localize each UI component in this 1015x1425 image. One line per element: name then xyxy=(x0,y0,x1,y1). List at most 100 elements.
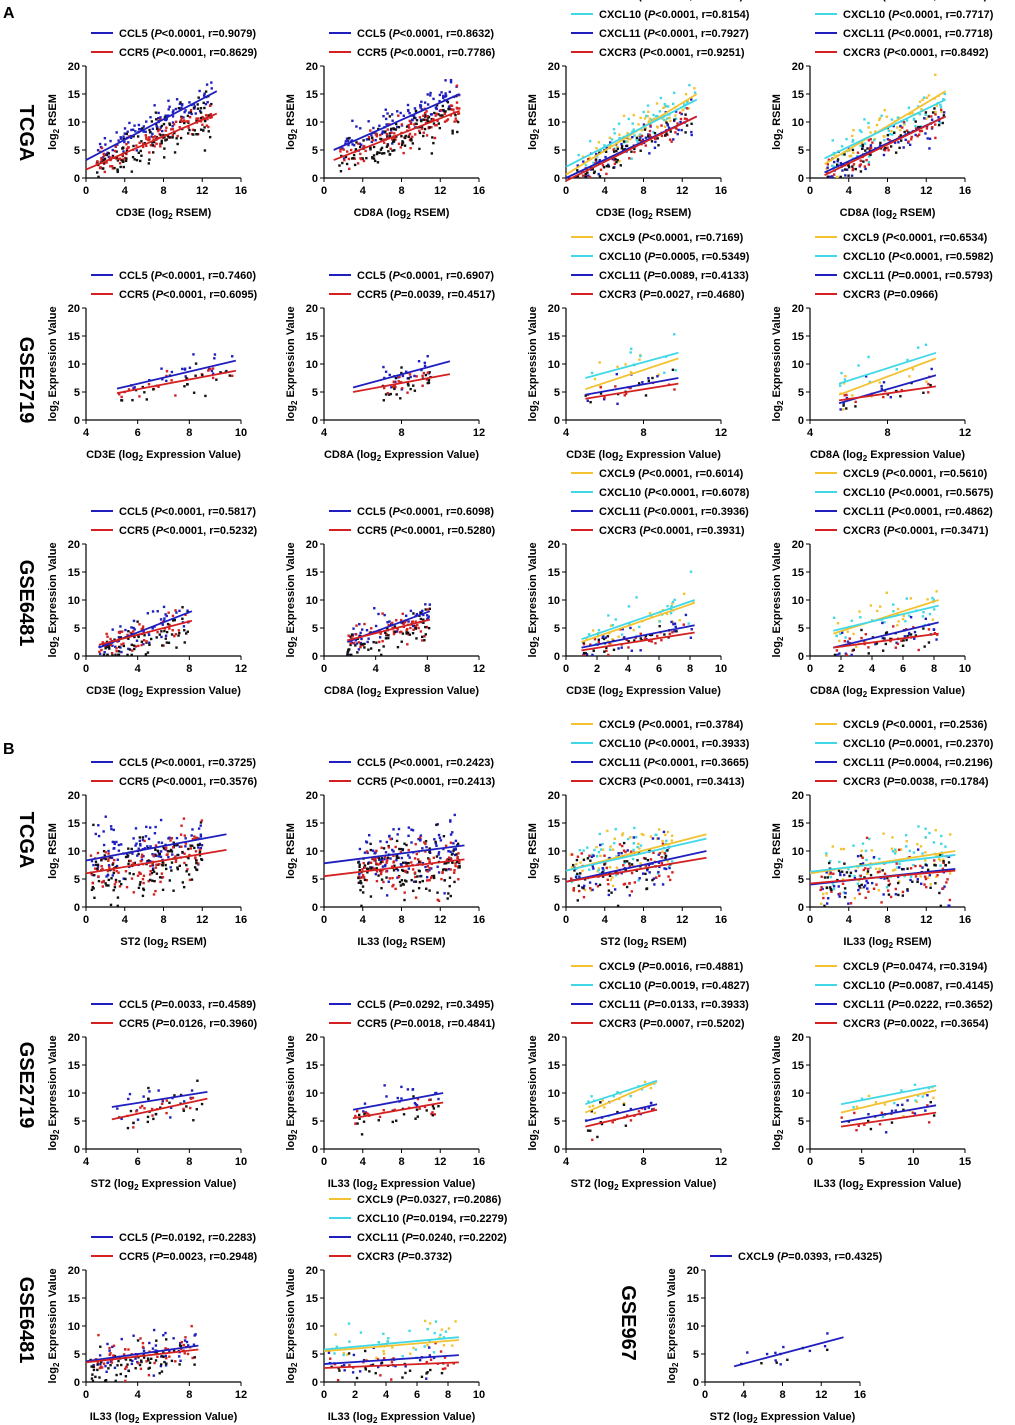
point-other xyxy=(844,168,847,171)
point-ccl5 xyxy=(97,824,100,827)
point-cxcl10 xyxy=(672,91,676,95)
point-cxcl9 xyxy=(765,1352,769,1356)
point-other xyxy=(368,145,372,149)
point-cxcl10 xyxy=(921,1095,924,1098)
point-other xyxy=(396,645,400,649)
point-ccl5 xyxy=(199,824,202,827)
point-ccr5 xyxy=(394,138,397,141)
point-ccl5 xyxy=(449,833,453,836)
point-cxcl9 xyxy=(382,1349,385,1353)
point-ccr5 xyxy=(380,846,383,849)
fit-line-cxcl9 xyxy=(323,1339,459,1353)
point-cxcl11 xyxy=(597,172,600,176)
point-ccl5 xyxy=(139,843,142,846)
point-ccr5 xyxy=(160,872,164,875)
point-cxcl11 xyxy=(351,1371,355,1374)
legend-entry-cxcl10: CXCL10 (P=0.0019, r=0.4827) xyxy=(599,980,750,992)
point-other xyxy=(136,1339,140,1342)
point-other xyxy=(93,896,96,899)
point-ccr5 xyxy=(153,135,157,138)
point-cxcr3 xyxy=(627,646,630,649)
point-cxcl9 xyxy=(877,118,881,122)
point-cxcr3 xyxy=(658,852,662,855)
point-cxcl9 xyxy=(929,883,932,886)
point-cxcl9 xyxy=(827,873,831,876)
point-other xyxy=(576,175,580,178)
point-other xyxy=(860,628,863,632)
x-tick-label: 0 xyxy=(807,663,813,675)
point-ccr5 xyxy=(351,635,354,638)
point-cxcl11 xyxy=(582,160,585,163)
point-ccl5 xyxy=(110,827,113,831)
point-cxcl11 xyxy=(935,638,938,641)
point-other xyxy=(183,641,186,644)
point-other xyxy=(148,128,151,132)
point-other xyxy=(633,147,636,151)
point-cxcl9 xyxy=(678,619,681,622)
point-cxcl9 xyxy=(440,1328,444,1331)
point-ccl5 xyxy=(414,1103,418,1106)
point-other xyxy=(835,163,839,166)
point-cxcl9 xyxy=(618,133,621,136)
point-cxcl9 xyxy=(649,835,653,838)
point-ccr5 xyxy=(381,639,384,643)
point-cxcl10 xyxy=(650,118,654,122)
x-tick-label: 0 xyxy=(807,185,813,197)
point-ccr5 xyxy=(180,116,183,120)
point-other xyxy=(151,144,155,147)
point-other xyxy=(124,1358,128,1361)
point-ccl5 xyxy=(415,612,419,616)
point-ccl5 xyxy=(384,108,387,111)
legend-entry-ccr5: CCR5 (P=0.0126, r=0.3960) xyxy=(119,1018,258,1030)
point-other xyxy=(198,854,202,857)
point-other xyxy=(901,894,905,897)
point-other xyxy=(105,884,108,887)
point-cxcl11 xyxy=(906,889,909,892)
point-ccl5 xyxy=(120,1117,123,1121)
point-cxcr3 xyxy=(867,163,871,166)
point-cxcl9 xyxy=(924,859,927,862)
point-ccl5 xyxy=(442,94,445,98)
point-other xyxy=(914,634,918,637)
point-other xyxy=(639,637,642,640)
row-label-a-gse6481: GSE6481 xyxy=(15,560,37,647)
y-tick-label: 10 xyxy=(306,1321,318,1333)
point-ccl5 xyxy=(442,96,445,100)
point-ccr5 xyxy=(107,857,110,860)
point-other xyxy=(575,175,578,179)
point-ccr5 xyxy=(352,641,356,645)
point-ccl5 xyxy=(146,612,150,615)
point-ccr5 xyxy=(118,162,122,165)
point-cxcl9 xyxy=(581,155,585,158)
point-cxcl9 xyxy=(846,630,849,633)
point-ccl5 xyxy=(385,123,388,126)
point-ccl5 xyxy=(178,845,182,848)
point-ccr5 xyxy=(171,614,175,618)
x-tick-label: 2 xyxy=(594,663,600,675)
point-ccr5 xyxy=(100,146,104,150)
point-ccl5 xyxy=(123,127,127,130)
point-cxcl9 xyxy=(666,860,670,863)
point-other xyxy=(843,862,846,865)
point-cxcl10 xyxy=(840,145,844,148)
point-other xyxy=(136,620,139,623)
point-ccr5 xyxy=(151,862,154,865)
y-axis-title: log2 RSEM xyxy=(527,94,541,150)
fit-line-cxcr3 xyxy=(833,632,939,649)
point-ccl5 xyxy=(147,633,151,637)
point-other xyxy=(596,1135,599,1139)
point-other xyxy=(365,156,368,160)
point-other xyxy=(127,859,131,863)
point-cxcr3 xyxy=(572,889,576,892)
point-cxcr3 xyxy=(820,886,823,889)
point-other xyxy=(933,863,936,867)
point-cxcl9 xyxy=(842,382,846,385)
point-cxcl10 xyxy=(867,121,870,125)
point-cxcl10 xyxy=(905,119,909,122)
point-other xyxy=(353,163,357,167)
point-other xyxy=(185,870,188,873)
point-cxcl11 xyxy=(608,856,611,860)
point-other xyxy=(109,903,113,907)
